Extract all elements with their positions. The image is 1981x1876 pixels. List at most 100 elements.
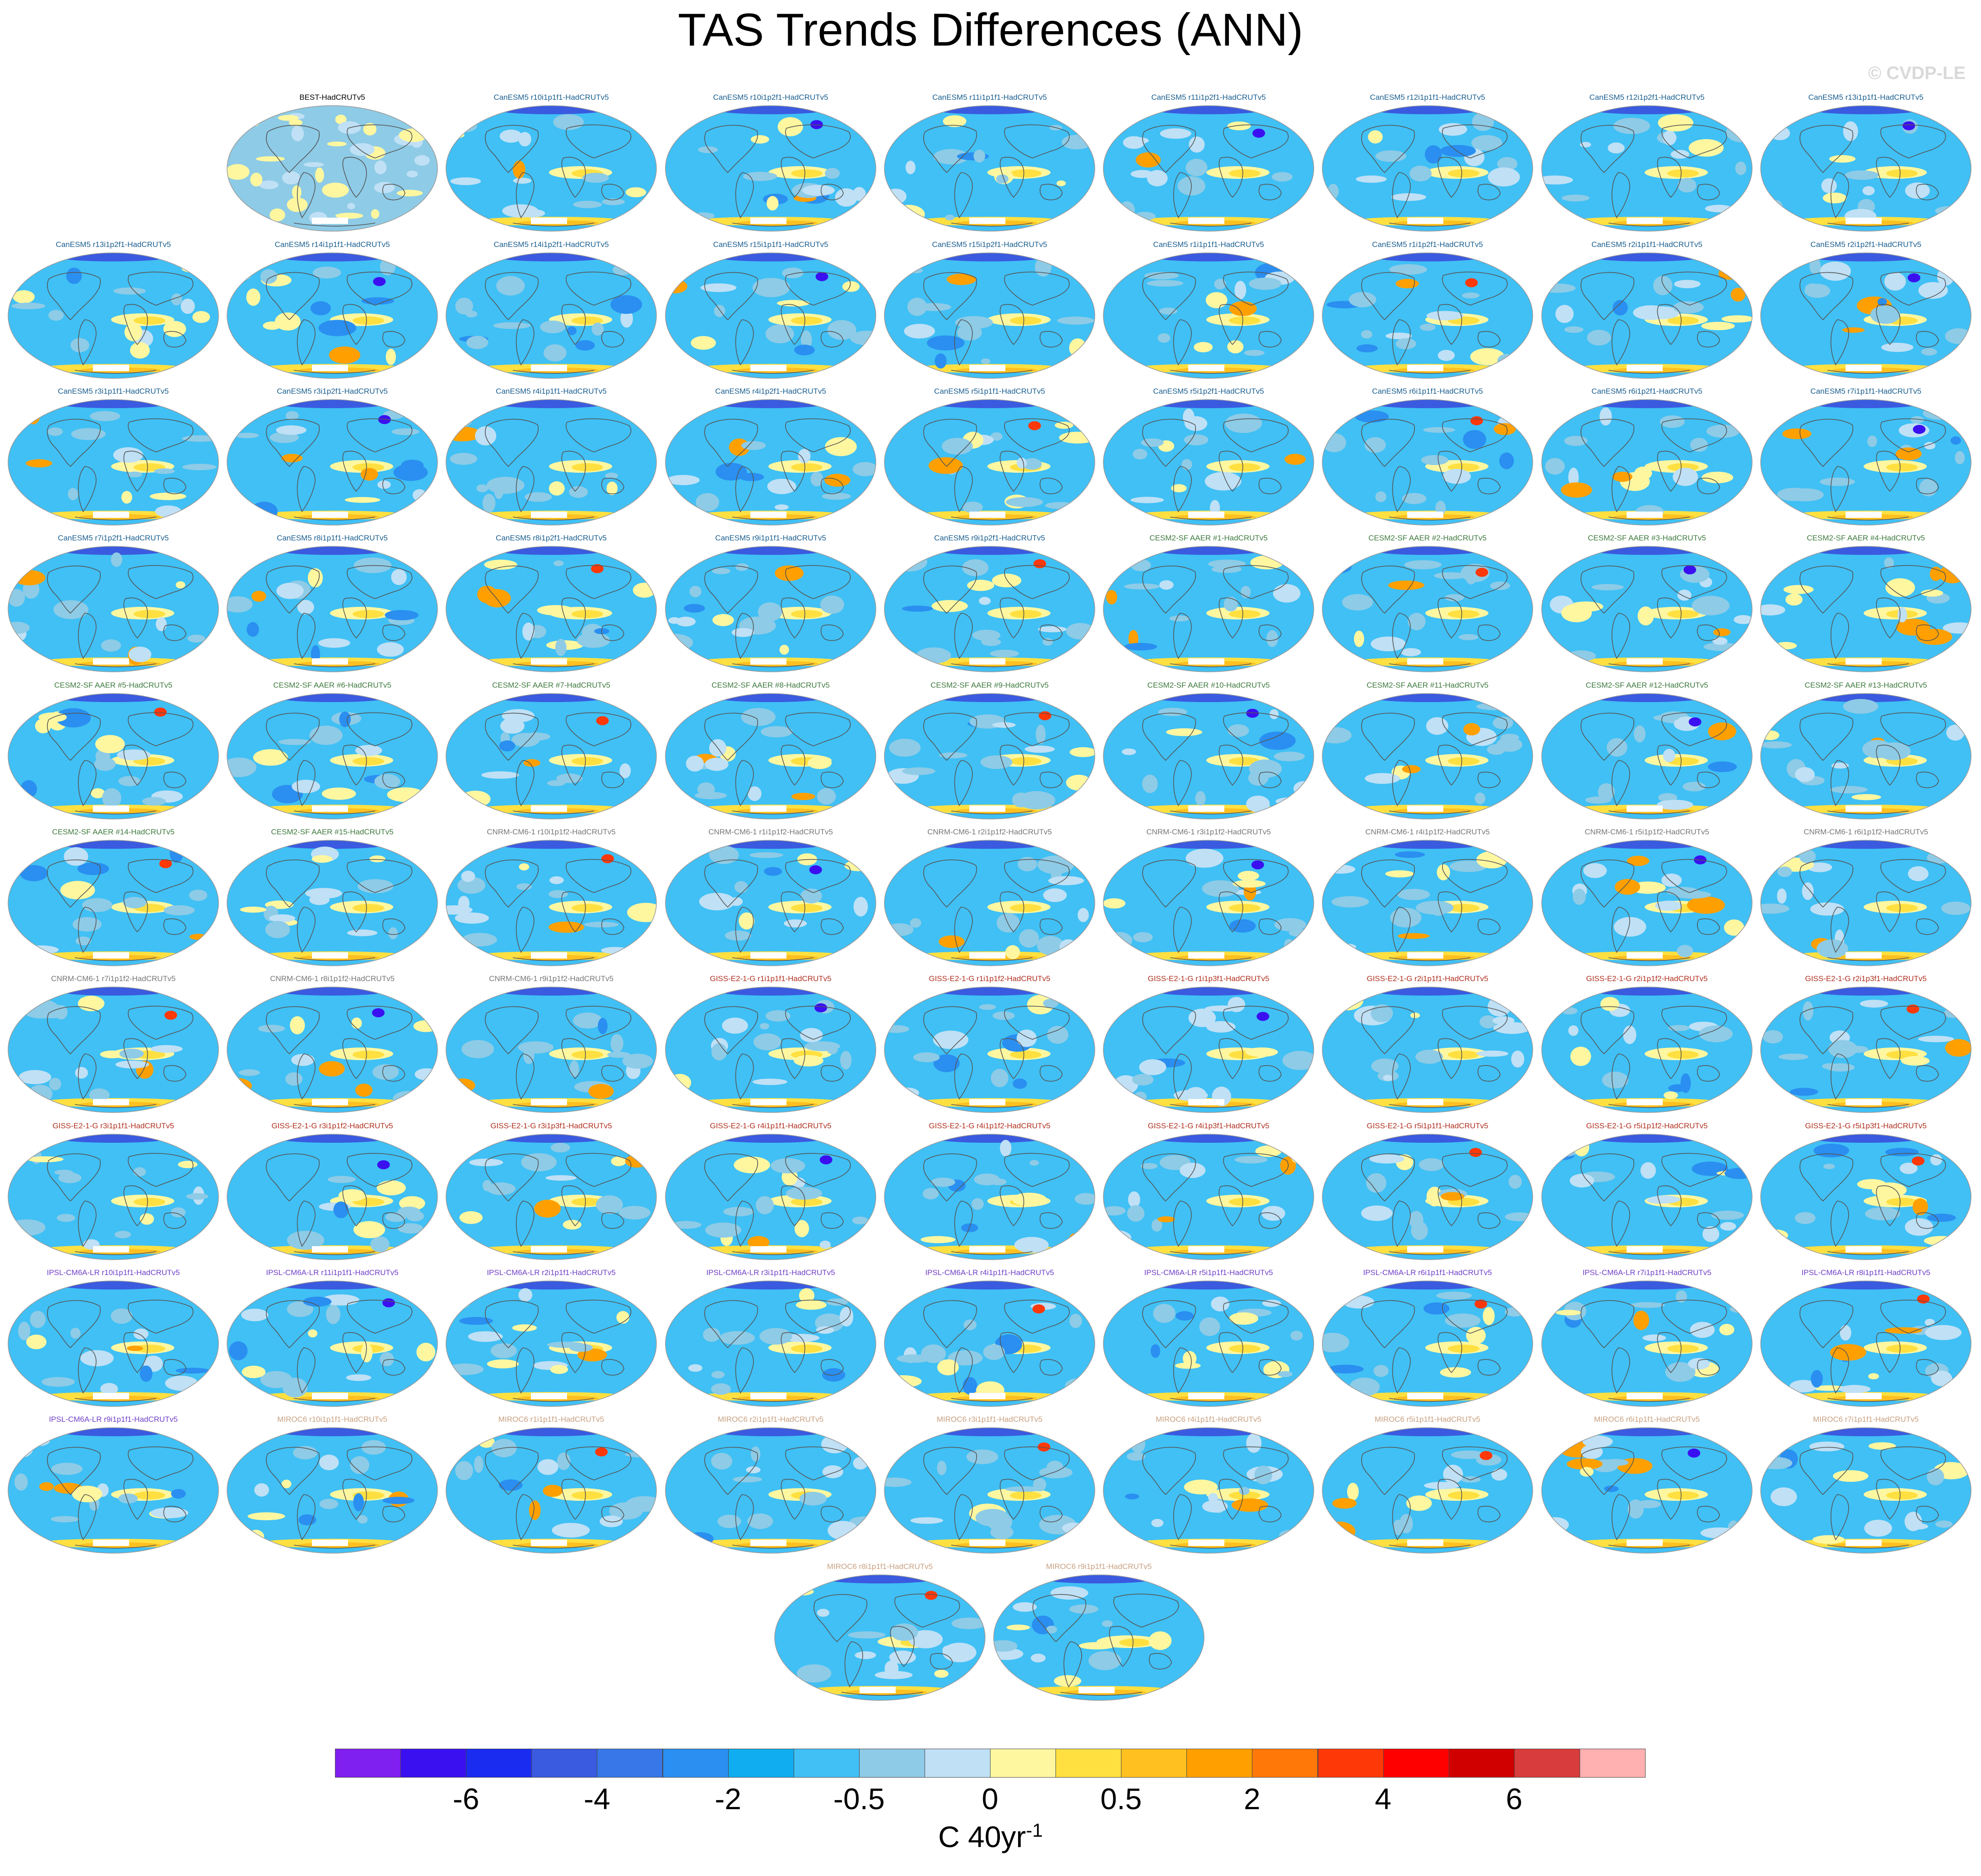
trend-anomaly-patch [779,645,789,655]
globe-map [1322,546,1533,672]
coastline [1361,1006,1415,1055]
coastline [1389,1398,1471,1402]
colorbar-segment [1252,1749,1318,1778]
coastline [1581,859,1635,908]
trend-anomaly-patch [1433,572,1468,579]
globe-map [1760,1280,1972,1407]
trend-anomaly-patch [1917,1294,1930,1304]
map-panel-title: CNRM-CM6-1 r10i1p1f2-HadCRUTv5 [487,828,616,836]
trend-anomaly-patch [1778,1053,1809,1060]
trend-anomaly-patch [58,1172,82,1183]
missing-data-region [1627,218,1663,224]
trend-anomaly-patch [327,1176,356,1183]
trend-anomaly-patch [711,1452,732,1470]
map-panel: GISS-E2-1-G r2i1p1f1-HadCRUTv5 [1321,974,1534,1117]
missing-data-region [750,1540,786,1546]
trend-anomaly-patch [1474,1299,1488,1309]
coastline [732,1104,814,1108]
globe-map [1322,252,1533,379]
trend-anomaly-patch [91,788,105,799]
missing-data-region [312,1540,348,1546]
trend-anomaly-patch [1600,997,1619,1011]
coastline [1000,451,1024,492]
trend-anomaly-patch [156,617,167,631]
trend-anomaly-patch [363,123,377,136]
trend-anomaly-patch [1128,1191,1140,1208]
coastline [1361,712,1415,761]
coastline [1004,1299,1070,1334]
globe-map [1760,399,1972,526]
coastline [1876,157,1901,198]
map-panel: CanESM5 r10i1p2f1-HadCRUTv5 [665,93,877,235]
trend-anomaly-patch [1130,497,1164,503]
trend-anomaly-patch [1006,1625,1030,1630]
trend-anomaly-patch [412,489,427,501]
coastline [1173,319,1192,366]
map-panel: CanESM5 r1i1p1f1-HadCRUTv5 [1102,240,1315,382]
globe-map [1103,693,1314,819]
map-panel-title: IPSL-CM6A-LR r8i1p1f1-HadCRUTv5 [1801,1268,1930,1277]
coastline [1437,597,1462,639]
globe-map [8,252,219,379]
globe-map [665,105,876,232]
trend-anomaly-patch [1388,580,1424,590]
trend-anomaly-patch [1819,477,1855,486]
trend-anomaly-patch [758,602,782,622]
coastline [1880,1446,1946,1480]
trend-anomaly-patch [1229,1312,1259,1325]
trend-anomaly-patch [1448,1491,1479,1499]
trend-anomaly-patch [601,854,614,863]
trend-anomaly-patch [933,149,969,165]
coastline [266,859,320,908]
trend-anomaly-patch [1440,145,1476,157]
trend-anomaly-patch [370,1236,390,1252]
trend-anomaly-patch [816,1326,834,1334]
trend-anomaly-patch [1955,451,1965,465]
trend-anomaly-patch [497,1428,605,1436]
trend-anomaly-patch [1812,694,1920,702]
globe-outline [8,1427,219,1554]
trend-anomaly-patch [1821,178,1837,193]
trend-anomaly-patch [1763,1229,1788,1242]
trend-anomaly-patch [1593,400,1701,408]
globe-outline [8,1280,219,1407]
coastline [1170,810,1252,815]
trend-anomaly-patch [377,480,391,489]
coastline [566,418,632,452]
trend-anomaly-patch [1843,121,1858,141]
coastline [923,125,977,173]
coastline [128,1005,194,1040]
trend-anomaly-patch [329,346,361,364]
trend-anomaly-patch [1633,1310,1649,1330]
trend-anomaly-patch [942,438,973,455]
trend-anomaly-patch [1572,889,1586,905]
coastline [1218,451,1243,492]
coastline [1916,478,1939,494]
coastline [1916,331,1939,348]
trend-anomaly-patch [819,1155,832,1164]
coastline [516,1494,535,1541]
globe-map [1760,1427,1972,1554]
trend-anomaly-patch [747,1513,773,1529]
trend-anomaly-patch [1204,472,1242,491]
trend-anomaly-patch [711,1383,731,1395]
trend-anomaly-patch [115,1060,149,1069]
trend-anomaly-patch [591,564,604,573]
globe-outline [1103,1134,1314,1260]
trend-anomaly-patch [996,913,1020,933]
coastline [1142,712,1196,761]
trend-anomaly-patch [591,322,604,336]
trend-anomaly-patch [1175,1362,1201,1369]
coastline [1442,271,1508,306]
trend-anomaly-patch [113,447,144,463]
coastline [1173,760,1192,806]
missing-data-region [1846,658,1882,665]
trend-anomaly-patch [1828,1040,1858,1058]
map-panel-title: GISS-E2-1-G r3i1p3f1-HadCRUTv5 [490,1122,612,1130]
coastline [1916,1065,1939,1082]
map-panel-grid: BEST-HadCRUTv5 CanESM5 r10i1p1f1-HadCRUTv… [8,93,1972,1701]
trend-anomaly-patch [550,1143,570,1153]
globe-outline [1760,105,1972,232]
trend-anomaly-patch [688,1364,702,1372]
coastline [1258,478,1282,494]
